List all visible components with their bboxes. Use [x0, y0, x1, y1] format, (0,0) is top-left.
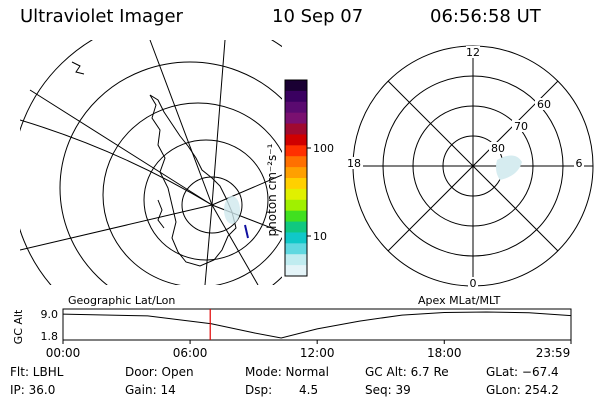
color-bar-segment [285, 254, 307, 266]
color-bar-segment [285, 178, 307, 190]
ip-text: IP: 36.0 [10, 383, 55, 397]
color-bar-segment [285, 112, 307, 125]
latitude-circle [102, 102, 282, 285]
x-tick-label: 00:00 [46, 346, 81, 360]
mlt-label-18: 18 [347, 157, 361, 170]
coastline [149, 94, 237, 267]
glat-text: GLat: −67.4 [486, 365, 559, 379]
dsp-value: 4.5 [299, 383, 318, 397]
meridian-line [211, 40, 226, 206]
color-bar-segment [285, 80, 307, 92]
x-tick-label: 18:00 [427, 346, 462, 360]
meridian-line [211, 204, 259, 285]
color-bar-segment [285, 199, 307, 212]
geographic-title: Geographic Lat/Lon [68, 294, 175, 307]
latitude-circle [181, 176, 243, 234]
color-bar-segment [285, 221, 307, 233]
color-bar-segment [285, 90, 307, 103]
mlat-label-70: 70 [514, 120, 528, 133]
mlt-label-6: 6 [576, 157, 583, 170]
door-text: Door: Open [125, 365, 194, 379]
color-bar-frame [284, 79, 308, 277]
mlt-label-0: 0 [470, 277, 477, 290]
page-title: Ultraviolet Imager [20, 6, 183, 27]
color-bar-segment [285, 101, 307, 114]
altitude-ylabel: GC Alt [12, 309, 25, 344]
color-bar-tick-label: 100 [313, 142, 334, 155]
seq-text: Seq: 39 [365, 383, 411, 397]
meridian-line [204, 204, 213, 285]
gcalt-text: GC Alt: 6.7 Re [365, 365, 449, 379]
color-bar-segment [285, 134, 307, 146]
time-text: 06:56:58 UT [430, 6, 541, 27]
meridian-line [29, 89, 213, 206]
meridian-line [211, 204, 282, 233]
x-tick-label: 12:00 [300, 346, 335, 360]
apex-title: Apex MLat/MLT [418, 294, 501, 307]
color-bar-segment [285, 145, 307, 157]
polar-diagonal [387, 80, 559, 252]
color-bar-label: photon cm⁻²s⁻¹ [265, 143, 279, 236]
flt-text: Flt: LBHL [10, 365, 64, 379]
color-bar-segment [285, 156, 307, 168]
polar-labels: 12 0 18 6 60 70 80 [345, 46, 584, 290]
color-bar-segment [285, 265, 307, 277]
color-bar-segment [285, 167, 307, 179]
altitude-plot-frame [62, 308, 572, 341]
color-bar: 100 10 photon cm⁻²s⁻¹ [265, 79, 334, 277]
mlat-label-80: 80 [491, 142, 505, 155]
altitude-curve [62, 311, 572, 339]
color-bar-segment [285, 243, 307, 255]
coastline [71, 61, 85, 75]
color-bar-segment [285, 210, 307, 223]
altitude-plot: Geographic Lat/Lon Apex MLat/MLT GC Alt … [12, 294, 572, 360]
geographic-map [20, 40, 282, 285]
x-tick-label: 23:59 [536, 346, 571, 360]
mode-text: Mode: Normal [245, 365, 329, 379]
latitude-circle [143, 139, 269, 261]
meridian-line [149, 40, 213, 206]
mlt-label-12: 12 [466, 46, 480, 59]
color-bar-segment [285, 188, 307, 201]
meridian-curve [20, 119, 213, 206]
polar-plot [352, 45, 594, 287]
color-bar-segment [285, 123, 307, 135]
coastline [244, 224, 249, 239]
latitude-circle [59, 61, 282, 285]
date-text: 10 Sep 07 [272, 6, 364, 27]
mlat-label-60: 60 [537, 98, 551, 111]
color-bar-tick-label: 10 [313, 230, 327, 243]
x-tick-label: 06:00 [173, 346, 208, 360]
altitude-ytick-top: 9.0 [41, 308, 59, 321]
meridian-line [211, 174, 282, 206]
glon-text: GLon: 254.2 [486, 383, 559, 397]
aurora-emission [224, 196, 240, 224]
altitude-ytick-bottom: 1.8 [41, 330, 59, 343]
aurora-emission [496, 155, 522, 180]
gain-text: Gain: 14 [125, 383, 176, 397]
info-panel: Flt: LBHL IP: 36.0 Door: Open Gain: 14 M… [10, 365, 559, 397]
meridian-line [20, 204, 213, 251]
color-bar-segment [285, 232, 307, 244]
coastline [157, 199, 165, 229]
dsp-label: Dsp: [245, 383, 272, 397]
